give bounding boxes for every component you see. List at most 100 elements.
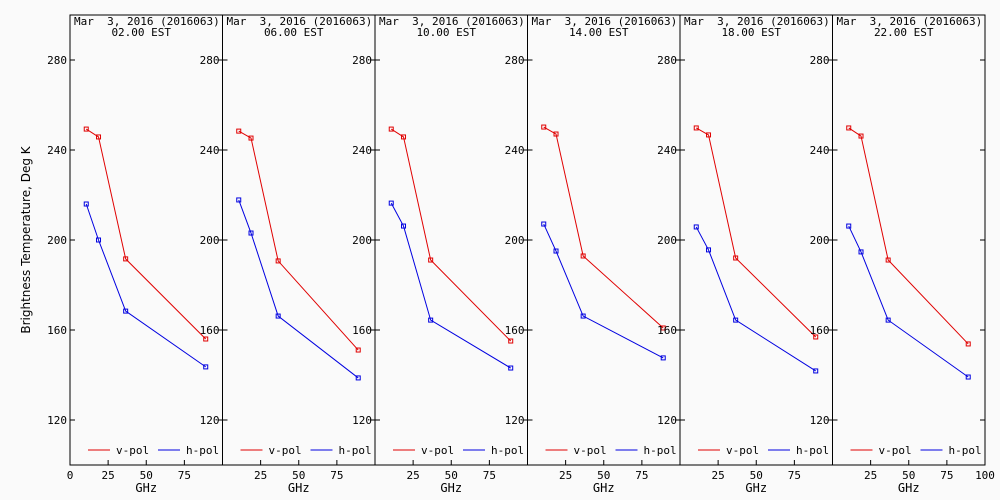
panel-subtitle: 22.00 EST — [874, 26, 934, 39]
point-marker — [858, 133, 864, 139]
point-marker — [965, 341, 971, 347]
panel-title: Mar 3, 2016 (2016063) — [379, 15, 525, 28]
x-tick-label: 100 — [975, 469, 995, 482]
point-marker — [123, 308, 129, 314]
y-tick-label: 120 — [200, 414, 220, 427]
legend-label: v-pol — [116, 444, 149, 457]
legend-label: h-pol — [186, 444, 219, 457]
legend-label: h-pol — [339, 444, 372, 457]
y-tick-label: 120 — [352, 414, 372, 427]
point-marker — [96, 134, 102, 140]
point-marker — [733, 255, 739, 261]
y-tick-label: 160 — [47, 324, 67, 337]
x-axis-label: GHz — [898, 481, 920, 495]
y-tick-label: 200 — [47, 234, 67, 247]
y-tick-label: 200 — [505, 234, 525, 247]
point-marker — [580, 253, 586, 259]
legend-label: h-pol — [796, 444, 829, 457]
y-tick-label: 280 — [352, 54, 372, 67]
y-tick-label: 120 — [47, 414, 67, 427]
series-line — [85, 128, 207, 340]
legend-label: v-pol — [879, 444, 912, 457]
point-marker — [858, 249, 864, 255]
point-marker — [580, 313, 586, 319]
x-axis-label: GHz — [440, 481, 462, 495]
point-marker — [428, 317, 434, 323]
series-line — [390, 128, 512, 342]
x-tick-label: 50 — [140, 469, 153, 482]
point-marker — [275, 258, 281, 264]
point-marker — [388, 126, 394, 132]
y-tick-label: 160 — [810, 324, 830, 337]
point-marker — [846, 125, 852, 131]
panel-subtitle: 10.00 EST — [416, 26, 476, 39]
y-tick-label: 200 — [657, 234, 677, 247]
point-marker — [388, 200, 394, 206]
x-tick-label: 50 — [597, 469, 610, 482]
point-marker — [428, 257, 434, 263]
point-marker — [355, 347, 361, 353]
y-tick-label: 160 — [657, 324, 677, 337]
panel-subtitle: 06.00 EST — [264, 26, 324, 39]
x-tick-label: 25 — [559, 469, 572, 482]
x-tick-label: 75 — [483, 469, 496, 482]
point-marker — [660, 325, 666, 331]
y-axis-label: Brightness Temperature, Deg K — [19, 145, 33, 333]
y-tick-label: 120 — [505, 414, 525, 427]
point-marker — [846, 223, 852, 229]
point-marker — [401, 223, 407, 229]
y-tick-label: 160 — [505, 324, 525, 337]
legend-label: h-pol — [949, 444, 982, 457]
y-tick-label: 280 — [810, 54, 830, 67]
point-marker — [83, 201, 89, 207]
x-tick-label: 75 — [635, 469, 648, 482]
x-axis-label: GHz — [745, 481, 767, 495]
point-marker — [236, 197, 242, 203]
point-marker — [96, 237, 102, 243]
series-line — [543, 223, 664, 359]
panel-title: Mar 3, 2016 (2016063) — [837, 15, 983, 28]
y-tick-label: 160 — [352, 324, 372, 337]
y-tick-label: 280 — [47, 54, 67, 67]
point-marker — [706, 132, 712, 138]
point-marker — [706, 247, 712, 253]
point-marker — [885, 317, 891, 323]
y-tick-label: 160 — [200, 324, 220, 337]
series-line — [543, 126, 664, 329]
y-tick-label: 280 — [505, 54, 525, 67]
y-tick-label: 240 — [657, 144, 677, 157]
point-marker — [275, 313, 281, 319]
legend-label: v-pol — [574, 444, 607, 457]
series-line — [848, 127, 969, 345]
point-marker — [508, 365, 514, 371]
legend-label: v-pol — [726, 444, 759, 457]
x-tick-label: 50 — [292, 469, 305, 482]
series-line — [695, 127, 817, 338]
x-tick-label: 0 — [67, 469, 74, 482]
point-marker — [203, 364, 209, 370]
point-marker — [965, 374, 971, 380]
x-axis-label: GHz — [288, 481, 310, 495]
point-marker — [733, 317, 739, 323]
x-tick-label: 75 — [178, 469, 191, 482]
y-tick-label: 200 — [200, 234, 220, 247]
x-tick-label: 25 — [407, 469, 420, 482]
series-line — [695, 226, 816, 372]
panel-subtitle: 14.00 EST — [569, 26, 629, 39]
point-marker — [248, 135, 254, 141]
point-marker — [553, 248, 559, 254]
panel-title: Mar 3, 2016 (2016063) — [532, 15, 678, 28]
y-tick-label: 200 — [810, 234, 830, 247]
point-marker — [813, 368, 819, 374]
legend-label: v-pol — [269, 444, 302, 457]
panel-title: Mar 3, 2016 (2016063) — [684, 15, 830, 28]
series-line — [238, 199, 359, 379]
point-marker — [508, 338, 514, 344]
y-tick-label: 280 — [657, 54, 677, 67]
x-tick-label: 25 — [712, 469, 725, 482]
y-tick-label: 240 — [352, 144, 372, 157]
y-tick-label: 240 — [47, 144, 67, 157]
point-marker — [203, 336, 209, 342]
point-marker — [813, 334, 819, 340]
point-marker — [660, 355, 666, 361]
